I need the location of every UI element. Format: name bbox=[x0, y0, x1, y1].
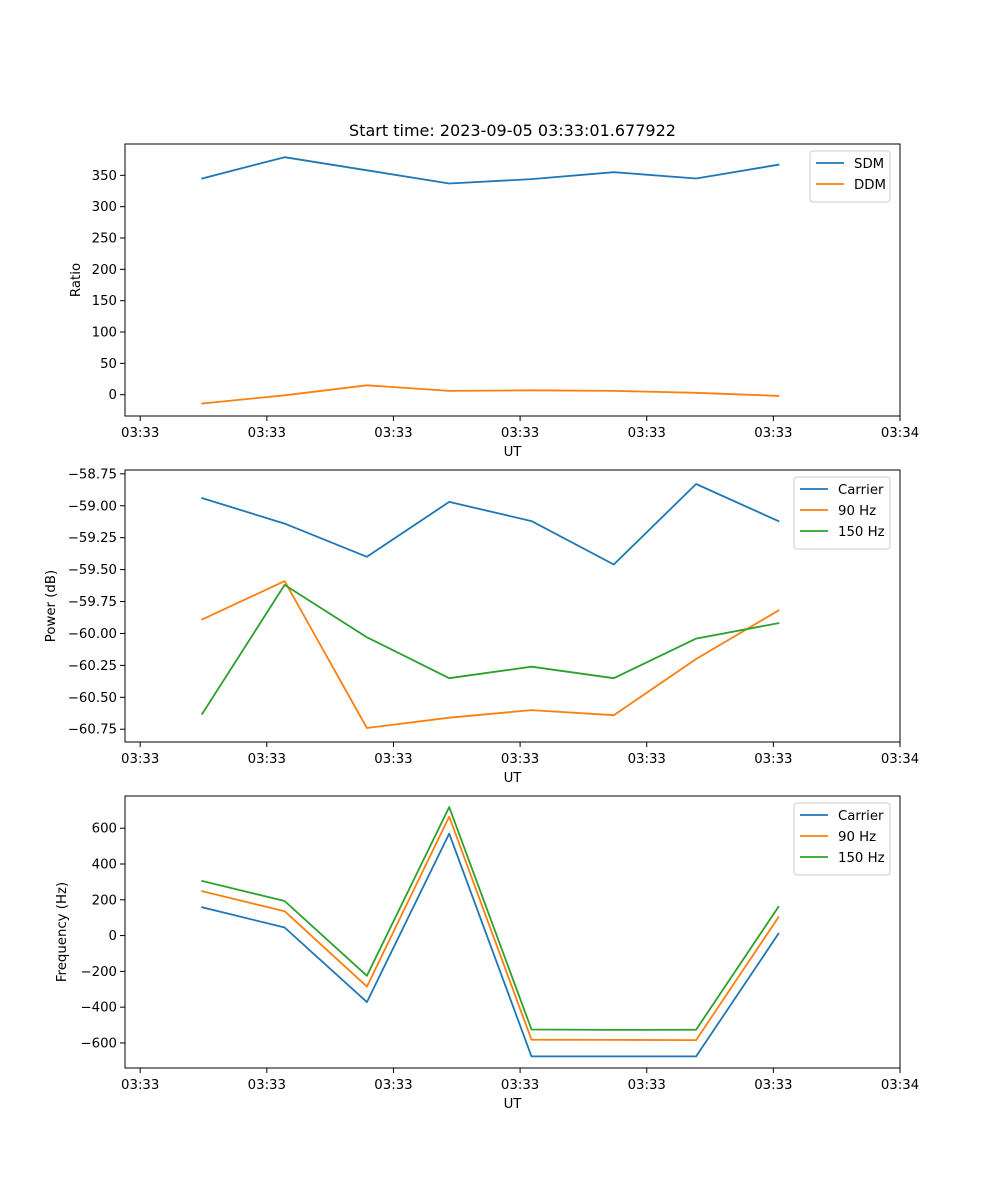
frequency-x-tick-label: 03:33 bbox=[248, 1078, 286, 1093]
frequency-y-tick-label: −200 bbox=[80, 965, 117, 980]
frequency-y-tick-label: −600 bbox=[80, 1036, 117, 1051]
power-y-tick-label: −59.50 bbox=[68, 563, 117, 578]
ratio-y-tick-label: 150 bbox=[92, 294, 117, 309]
ratio-x-tick-label: 03:33 bbox=[754, 426, 792, 441]
ratio-plot-frame bbox=[124, 143, 901, 417]
frequency-chart: 03:33 03:33 03:33 03:33 03:33 03:33 03:34 −600… bbox=[55, 795, 919, 1112]
frequency-x-tick-label: 03:33 bbox=[374, 1078, 412, 1093]
power-x-tick-label: 03:34 bbox=[881, 752, 919, 767]
frequency-legend: Carrier 90 Hz 150 Hz bbox=[793, 802, 891, 876]
ratio-x-tick-label: 03:33 bbox=[501, 426, 539, 441]
frequency-legend-label-150-hz: 150 Hz bbox=[838, 851, 885, 866]
power-y-tick-label: −60.00 bbox=[68, 627, 117, 642]
frequency-x-axis-label: UT bbox=[504, 1097, 523, 1112]
ratio-x-tick-label: 03:34 bbox=[881, 426, 919, 441]
ratio-x-tick-label: 03:33 bbox=[121, 426, 159, 441]
ratio-legend-label-sdm: SDM bbox=[854, 157, 884, 172]
power-legend-label-90-hz: 90 Hz bbox=[838, 504, 876, 519]
power-y-tick-label: −59.00 bbox=[68, 499, 117, 514]
power-x-tick-label: 03:33 bbox=[628, 752, 666, 767]
frequency-series-line-90-hz bbox=[201, 815, 780, 1041]
power-y-tick-label: −59.25 bbox=[68, 531, 117, 546]
frequency-y-axis: −600 −400 −200 0 200 400 600 bbox=[80, 822, 125, 1051]
ratio-y-tick-label: 100 bbox=[92, 326, 117, 341]
ratio-x-axis-label: UT bbox=[504, 445, 523, 460]
power-y-tick-label: −60.50 bbox=[68, 691, 117, 706]
frequency-x-tick-label: 03:34 bbox=[881, 1078, 919, 1093]
power-x-tick-label: 03:33 bbox=[121, 752, 159, 767]
power-y-tick-label: −60.25 bbox=[68, 659, 117, 674]
frequency-series-line-150-hz bbox=[201, 806, 780, 1031]
frequency-y-tick-label: 0 bbox=[109, 929, 117, 944]
ratio-x-axis: 03:33 03:33 03:33 03:33 03:33 03:33 03:34 bbox=[121, 416, 919, 441]
power-x-axis-label: UT bbox=[504, 771, 523, 786]
ratio-legend-label-ddm: DDM bbox=[854, 178, 886, 193]
ratio-x-tick-label: 03:33 bbox=[628, 426, 666, 441]
ratio-y-tick-label: 300 bbox=[92, 200, 117, 215]
ratio-series-line-sdm bbox=[201, 156, 780, 185]
ratio-y-tick-label: 350 bbox=[92, 169, 117, 184]
ratio-y-axis-label: Ratio bbox=[69, 263, 84, 297]
power-y-tick-label: −58.75 bbox=[68, 467, 117, 482]
power-y-tick-label: −59.75 bbox=[68, 595, 117, 610]
ratio-y-tick-label: 0 bbox=[109, 388, 117, 403]
ratio-y-tick-label: 250 bbox=[92, 232, 117, 247]
power-legend: Carrier 90 Hz 150 Hz bbox=[793, 476, 891, 550]
frequency-y-axis-label: Frequency (Hz) bbox=[55, 882, 70, 982]
frequency-legend-label-90-hz: 90 Hz bbox=[838, 830, 876, 845]
ratio-x-tick-label: 03:33 bbox=[374, 426, 412, 441]
power-y-axis: −60.75 −60.50 −60.25 −60.00 −59.75 −59.50 −59.… bbox=[68, 467, 125, 738]
frequency-y-tick-label: −400 bbox=[80, 1001, 117, 1016]
frequency-x-tick-label: 03:33 bbox=[628, 1078, 666, 1093]
chart-title: Start time: 2023-09-05 03:33:01.677922 bbox=[349, 121, 676, 140]
frequency-series-layer bbox=[201, 806, 780, 1058]
frequency-x-tick-label: 03:33 bbox=[754, 1078, 792, 1093]
power-x-axis: 03:33 03:33 03:33 03:33 03:33 03:33 03:34 bbox=[121, 742, 919, 767]
frequency-x-tick-label: 03:33 bbox=[121, 1078, 159, 1093]
ratio-series-layer bbox=[201, 156, 780, 405]
ratio-chart: Start time: 2023-09-05 03:33:01.677922 0… bbox=[69, 121, 919, 460]
power-x-tick-label: 03:33 bbox=[754, 752, 792, 767]
power-legend-label-150-hz: 150 Hz bbox=[838, 525, 885, 540]
power-series-layer bbox=[200, 483, 780, 729]
power-x-tick-label: 03:33 bbox=[501, 752, 539, 767]
frequency-legend-label-carrier: Carrier bbox=[838, 809, 884, 824]
ratio-legend: SDM DDM bbox=[809, 150, 891, 203]
frequency-x-axis: 03:33 03:33 03:33 03:33 03:33 03:33 03:34 bbox=[121, 1068, 919, 1093]
frequency-x-tick-label: 03:33 bbox=[501, 1078, 539, 1093]
power-x-tick-label: 03:33 bbox=[248, 752, 286, 767]
frequency-y-tick-label: 600 bbox=[92, 822, 117, 837]
frequency-plot-frame bbox=[124, 795, 901, 1069]
power-y-tick-label: −60.75 bbox=[68, 723, 117, 738]
frequency-y-tick-label: 400 bbox=[92, 858, 117, 873]
power-chart: 03:33 03:33 03:33 03:33 03:33 03:33 03:34 −60.… bbox=[44, 467, 919, 786]
ratio-y-axis: 0 50 100 150 200 250 300 350 bbox=[92, 169, 125, 403]
frequency-series-line-carrier bbox=[201, 832, 780, 1058]
power-legend-label-carrier: Carrier bbox=[838, 483, 884, 498]
ratio-y-tick-label: 50 bbox=[100, 357, 117, 372]
ratio-y-tick-label: 200 bbox=[92, 263, 117, 278]
power-y-axis-label: Power (dB) bbox=[44, 570, 59, 642]
power-series-line-carrier bbox=[201, 483, 780, 566]
frequency-y-tick-label: 200 bbox=[92, 893, 117, 908]
ratio-x-tick-label: 03:33 bbox=[248, 426, 286, 441]
power-x-tick-label: 03:33 bbox=[374, 752, 412, 767]
ratio-series-line-ddm bbox=[201, 384, 780, 405]
power-plot-frame bbox=[124, 469, 901, 743]
power-series-line-90-hz bbox=[201, 580, 780, 729]
power-series-line-150-hz bbox=[200, 584, 780, 716]
